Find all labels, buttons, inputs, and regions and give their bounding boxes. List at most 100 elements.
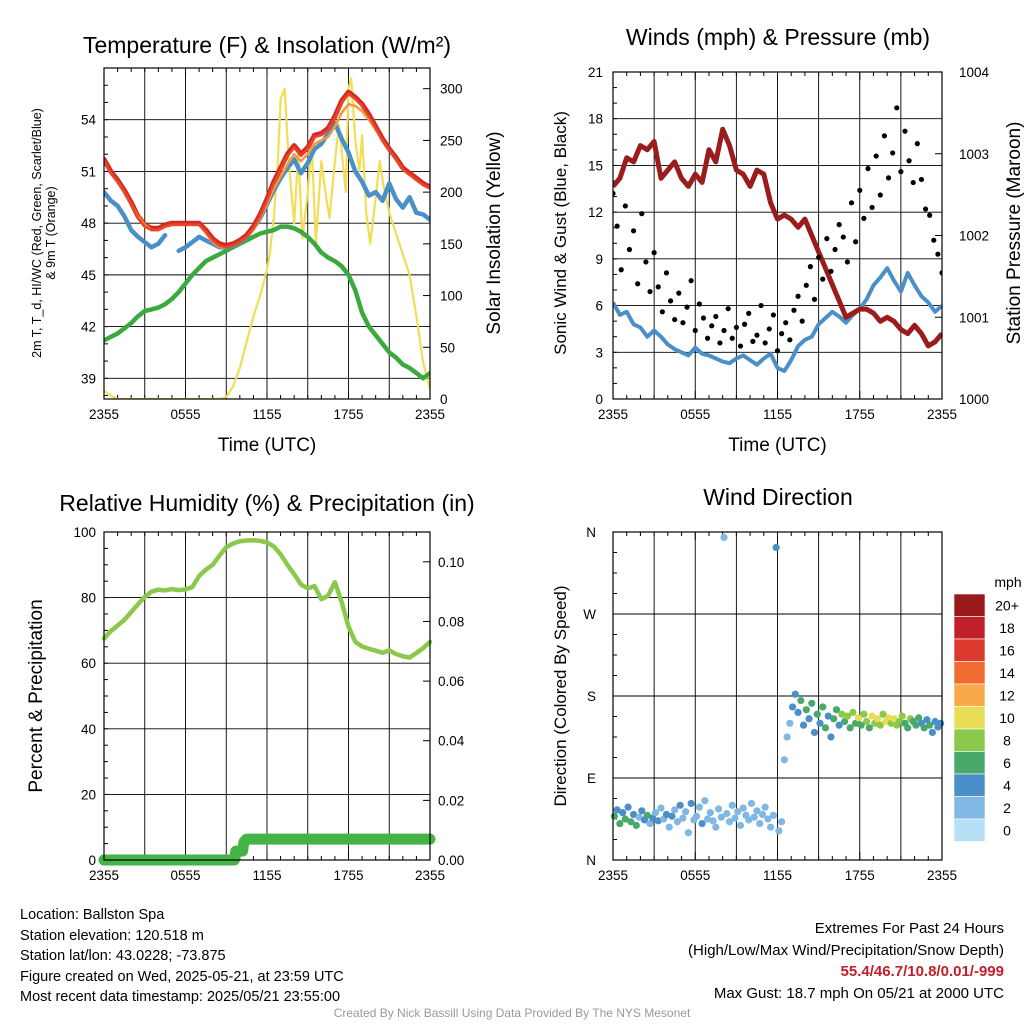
direction-point bbox=[734, 808, 742, 816]
y-tick-label: N bbox=[586, 525, 596, 540]
gust-point bbox=[659, 309, 665, 315]
gust-point bbox=[729, 335, 735, 341]
extremes-block: Extremes For Past 24 Hours (High/Low/Max… bbox=[688, 918, 1004, 1004]
colorbar-swatch bbox=[953, 706, 986, 730]
direction-point bbox=[923, 716, 931, 724]
gust-point bbox=[873, 153, 879, 159]
x-tick-label: 1755 bbox=[845, 868, 875, 883]
y2-tick-label: 150 bbox=[440, 237, 463, 252]
gust-point bbox=[877, 192, 883, 198]
station-info: Location: Ballston Spa Station elevation… bbox=[20, 905, 344, 1008]
y-axis-label: Sonic Wind & Gust (Blue, Black) bbox=[551, 111, 570, 355]
direction-point bbox=[673, 818, 682, 826]
x-tick-label: 0555 bbox=[170, 407, 200, 422]
direction-point bbox=[616, 819, 624, 828]
gust-point bbox=[688, 278, 694, 284]
gust-point bbox=[672, 316, 678, 323]
direction-point bbox=[821, 724, 830, 732]
extremes-title: Extremes For Past 24 Hours bbox=[814, 920, 1004, 937]
direction-point bbox=[915, 714, 923, 722]
gust-point bbox=[766, 326, 772, 332]
y2-tick-label: 1004 bbox=[959, 65, 990, 80]
x-tick-label: 1155 bbox=[252, 868, 281, 883]
gust-point bbox=[811, 296, 818, 302]
colorbar-swatch bbox=[953, 796, 986, 820]
y-tick-label: 21 bbox=[588, 65, 603, 80]
x-tick-label: 2355 bbox=[927, 868, 957, 883]
gust-point bbox=[647, 288, 653, 295]
chart-title: Temperature (F) & Insolation (W/m²) bbox=[83, 32, 451, 58]
direction-point bbox=[739, 804, 747, 812]
gust-point bbox=[857, 187, 863, 193]
gust-point bbox=[770, 312, 776, 318]
gust-point bbox=[898, 169, 904, 175]
direction-point bbox=[775, 827, 783, 835]
figure-created: Figure created on Wed, 2025-05-21, at 23… bbox=[20, 968, 344, 985]
series-dewpoint bbox=[104, 224, 430, 381]
direction-point bbox=[838, 710, 846, 718]
gust-point bbox=[742, 321, 748, 327]
gust-point bbox=[618, 267, 624, 273]
direction-point bbox=[646, 819, 654, 828]
direction-point bbox=[873, 715, 882, 723]
gust-point bbox=[885, 175, 892, 181]
y-tick-label: 6 bbox=[595, 299, 603, 314]
colorbar-label: 20+ bbox=[995, 598, 1019, 614]
gust-point bbox=[927, 212, 933, 218]
gust-point bbox=[931, 237, 937, 243]
direction-point bbox=[857, 721, 865, 729]
y2-tick-label: 0.06 bbox=[438, 674, 464, 689]
direction-point bbox=[788, 703, 797, 711]
y-tick-label: 0 bbox=[595, 392, 603, 407]
gust-point bbox=[700, 315, 707, 321]
gust-point bbox=[816, 254, 822, 260]
humidity-series bbox=[98, 537, 436, 866]
x-axis-label: Time (UTC) bbox=[218, 435, 317, 456]
direction-point bbox=[778, 818, 786, 826]
direction-point bbox=[854, 714, 862, 722]
y-axis-label-1: 2m T, T_d, HI/WC (Red, Green, Scarlet/Bl… bbox=[30, 108, 44, 358]
direction-point bbox=[687, 799, 695, 808]
y2-tick-label: 0.04 bbox=[438, 734, 465, 749]
colorbar-swatch bbox=[953, 683, 986, 707]
gust-point bbox=[779, 331, 785, 337]
gust-point bbox=[824, 236, 830, 242]
chart-title: Relative Humidity (%) & Precipitation (i… bbox=[59, 490, 474, 516]
direction-point bbox=[813, 710, 821, 718]
gust-point bbox=[828, 268, 834, 274]
gust-point bbox=[840, 234, 846, 240]
colorbar-swatch bbox=[953, 616, 986, 640]
direction-point bbox=[747, 799, 756, 808]
y-tick-label: E bbox=[587, 771, 596, 786]
direction-point bbox=[723, 809, 731, 818]
y-tick-label: 42 bbox=[81, 320, 96, 335]
gust-point bbox=[721, 327, 727, 334]
direction-point bbox=[627, 818, 635, 826]
y2-tick-label: 1000 bbox=[959, 392, 989, 407]
gust-point bbox=[894, 105, 900, 111]
direction-point bbox=[662, 810, 671, 819]
gust-point bbox=[655, 284, 661, 290]
chart-title: Winds (mph) & Pressure (mb) bbox=[626, 24, 930, 50]
gust-point bbox=[704, 335, 711, 341]
x-tick-label: 1155 bbox=[763, 407, 792, 422]
y2-tick-label: 0.08 bbox=[438, 614, 464, 629]
direction-point bbox=[701, 797, 709, 805]
direction-point bbox=[676, 801, 684, 809]
y2-tick-label: 0 bbox=[440, 392, 448, 407]
gust-point bbox=[935, 251, 941, 257]
colorbar-label: 10 bbox=[999, 710, 1015, 726]
direction-point bbox=[706, 809, 714, 817]
colorbar-label: 4 bbox=[1003, 778, 1011, 794]
direction-point bbox=[797, 696, 805, 705]
direction-point bbox=[750, 813, 758, 821]
x-tick-label: 2355 bbox=[89, 407, 119, 422]
direction-point bbox=[761, 803, 769, 811]
gust-point bbox=[750, 338, 756, 344]
direction-point bbox=[843, 712, 852, 720]
x-tick-label: 1155 bbox=[252, 407, 281, 422]
direction-point bbox=[816, 719, 824, 727]
direction-point bbox=[835, 721, 843, 729]
direction-point bbox=[808, 699, 816, 707]
